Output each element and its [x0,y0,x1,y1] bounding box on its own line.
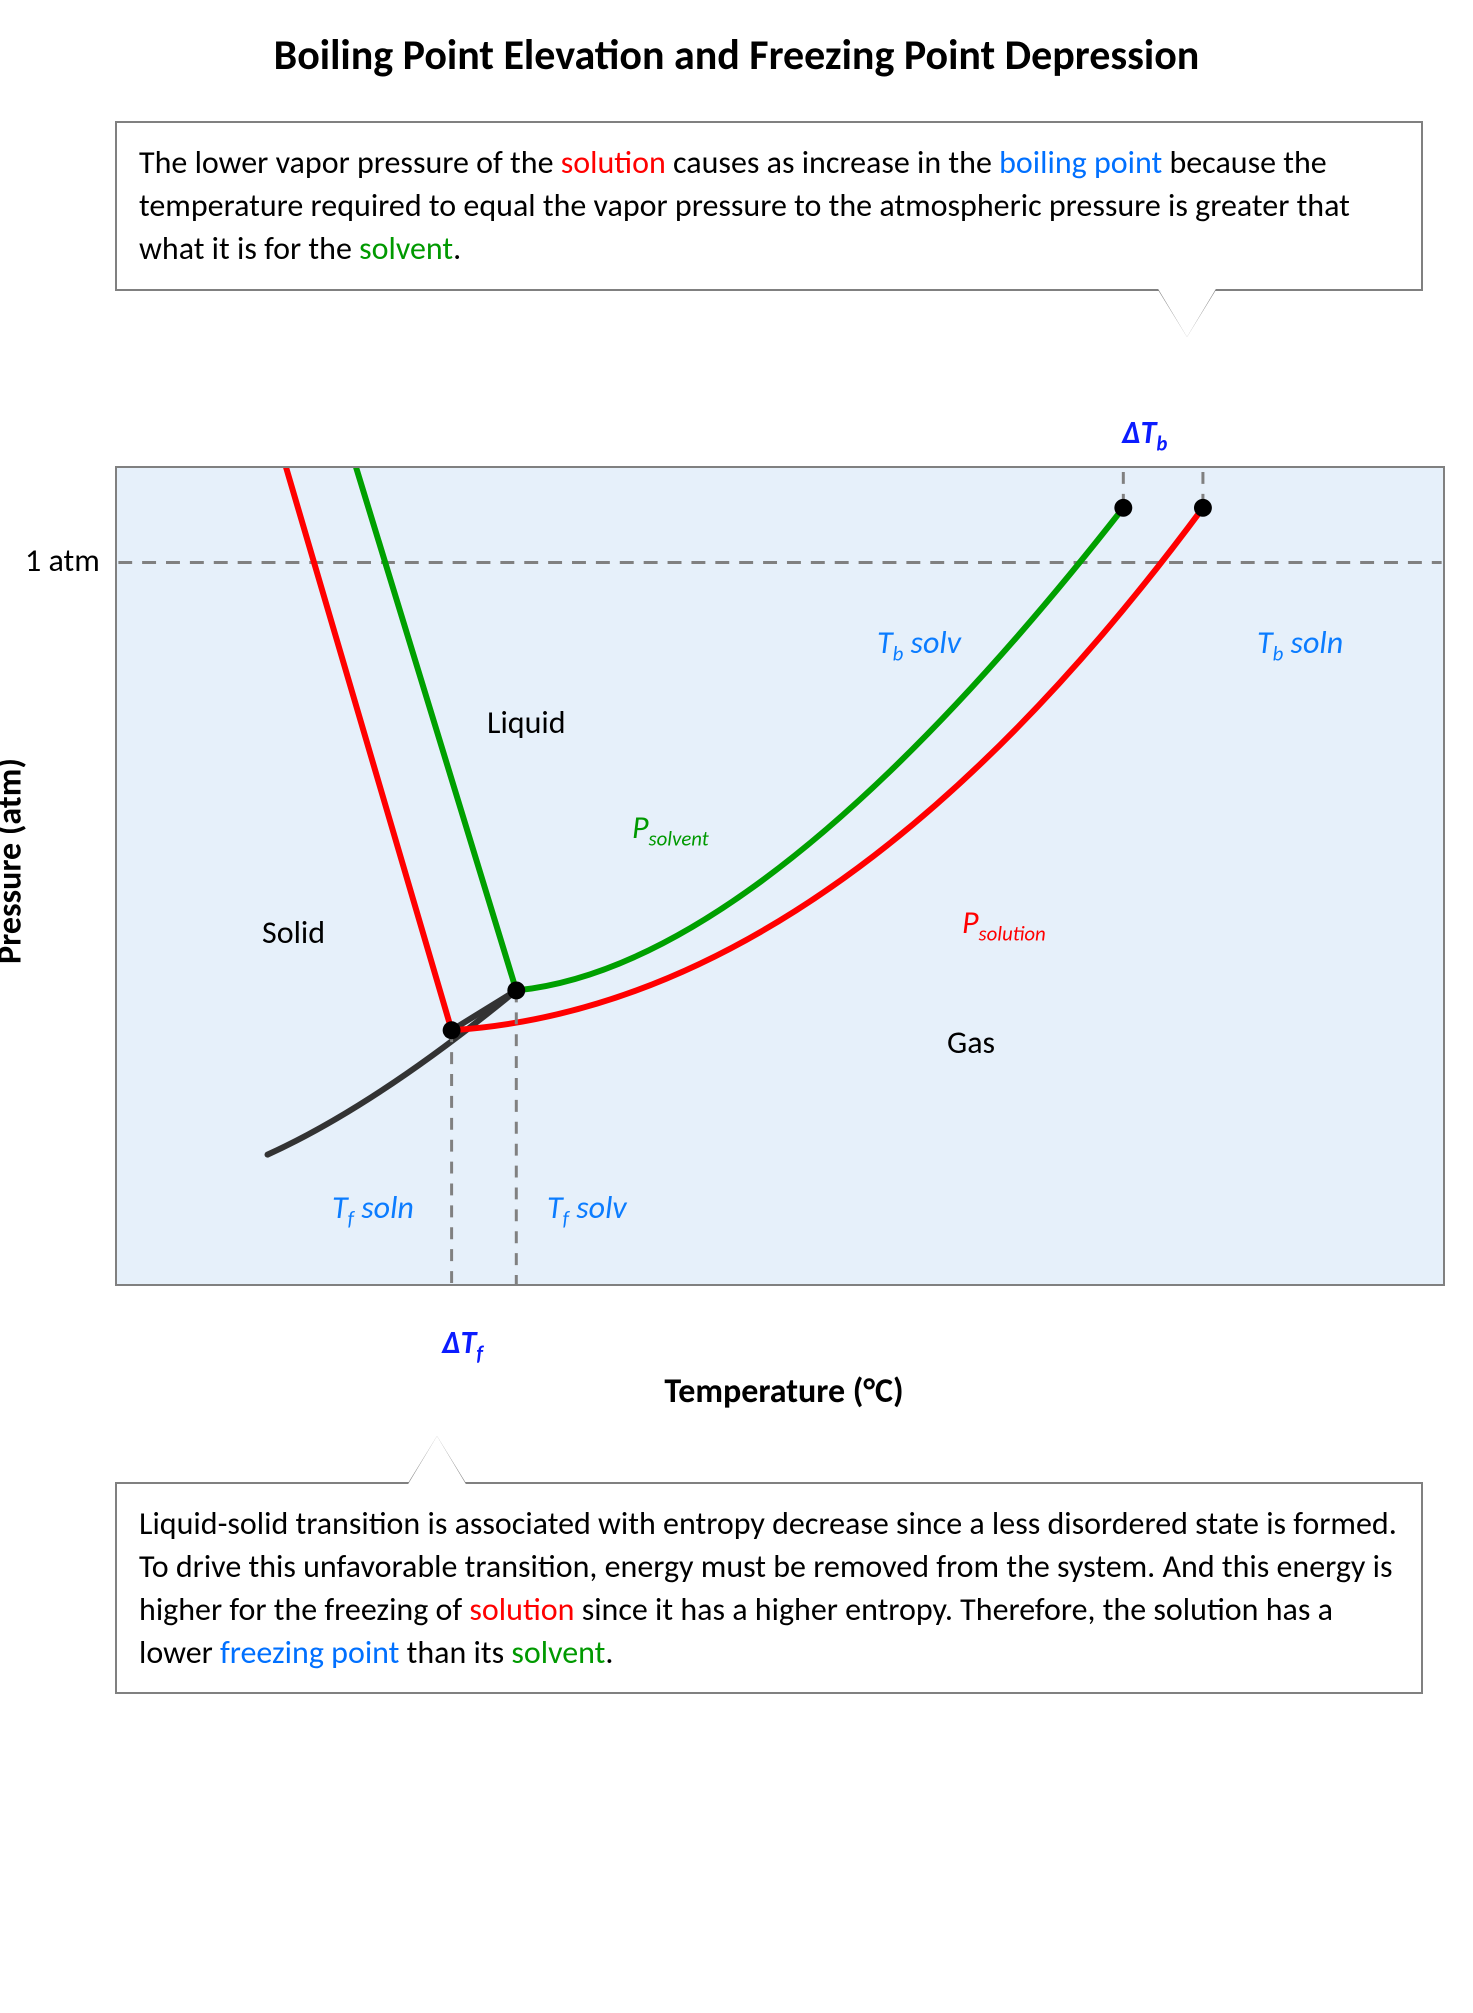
gas-region-label: Gas [947,1023,995,1062]
one-atm-label: 1 atm [25,541,100,580]
y-axis-label: Pressure (atm) [0,758,31,964]
bottom-explanation-box: Liquid-solid transition is associated wi… [115,1482,1423,1695]
solid-region-label: Solid [262,913,325,952]
x-axis-label: Temperature (°C) [115,1371,1453,1412]
liquid-region-label: Liquid [487,703,566,742]
plot-area: SolidLiquidGasPsolventPsolutionTb solvTb… [115,466,1445,1286]
callout-pointer-down [1157,287,1217,337]
phase-diagram: Pressure (atm) 1 atm SolidLiquidGasPsolv… [20,411,1453,1311]
page-title: Boiling Point Elevation and Freezing Poi… [20,30,1453,81]
callout-pointer-up [407,1436,467,1486]
plot-svg [117,468,1443,1284]
top-explanation-box: The lower vapor pressure of the solution… [115,121,1423,291]
